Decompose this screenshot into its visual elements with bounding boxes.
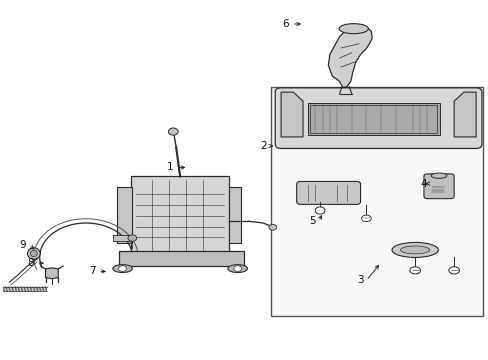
Circle shape [315, 207, 325, 214]
Ellipse shape [391, 242, 437, 257]
Polygon shape [453, 92, 475, 137]
Circle shape [119, 266, 126, 271]
Circle shape [268, 225, 276, 230]
Text: 9: 9 [20, 240, 26, 250]
Ellipse shape [30, 250, 37, 257]
Ellipse shape [361, 215, 370, 222]
Ellipse shape [227, 265, 247, 273]
Circle shape [233, 266, 241, 271]
Text: 7: 7 [89, 266, 96, 276]
FancyBboxPatch shape [296, 181, 360, 204]
FancyBboxPatch shape [423, 174, 453, 199]
FancyBboxPatch shape [275, 88, 481, 148]
Text: 1: 1 [167, 162, 173, 172]
Bar [119, 251, 243, 266]
Text: 5: 5 [309, 216, 316, 226]
Ellipse shape [430, 173, 446, 179]
Ellipse shape [448, 267, 459, 274]
Text: 2: 2 [259, 141, 266, 151]
Circle shape [168, 128, 178, 135]
Bar [113, 235, 131, 241]
Ellipse shape [409, 267, 420, 274]
Bar [117, 187, 132, 243]
Polygon shape [45, 268, 58, 279]
Bar [271, 87, 483, 316]
Ellipse shape [338, 24, 367, 34]
Text: 6: 6 [282, 19, 289, 29]
Polygon shape [281, 92, 303, 137]
Text: 3: 3 [357, 275, 363, 285]
Text: 8: 8 [27, 258, 34, 268]
Text: 4: 4 [420, 179, 427, 189]
Bar [228, 187, 241, 243]
Ellipse shape [400, 246, 429, 254]
Polygon shape [328, 26, 371, 87]
Bar [307, 103, 439, 135]
Circle shape [128, 235, 137, 241]
Ellipse shape [113, 265, 132, 273]
Bar [310, 105, 436, 134]
Ellipse shape [27, 248, 40, 259]
Bar [131, 176, 228, 253]
